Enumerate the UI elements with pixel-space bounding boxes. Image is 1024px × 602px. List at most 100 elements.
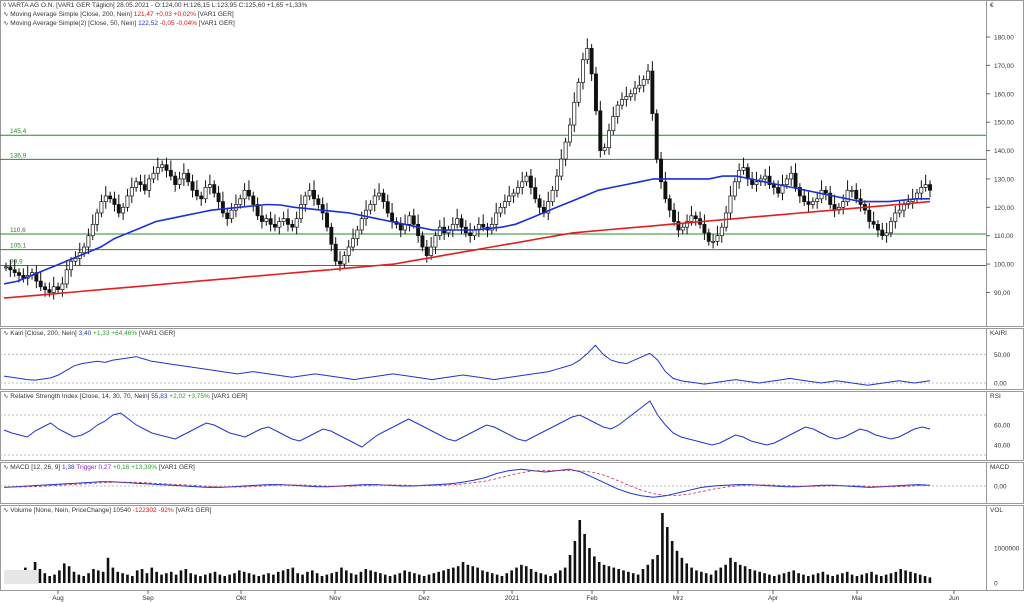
volume-bar [330,573,334,583]
watermark-logo [4,570,38,584]
candle-body [533,187,538,200]
candle-body [893,212,898,222]
volume-bar [675,550,679,583]
volume-bar [529,569,533,583]
candle-body [95,212,100,225]
candle-body [849,189,854,192]
candlestick-series [4,38,932,300]
x-tick-label: Okt [236,595,246,602]
volume-bar [870,571,873,583]
candle-body [238,198,243,205]
candle-body [455,218,460,225]
volume-bar [194,574,197,583]
candle-body [407,215,412,225]
candle-body [203,187,208,200]
candle-body [151,172,156,180]
level-label: 99,9 [10,258,23,265]
volume-bar [889,573,893,583]
candle-body [611,116,616,132]
candle-body [719,226,724,237]
kairi-header-change: +1,33 +64,46% [93,330,138,337]
x-tick-label: Feb [586,595,598,602]
candle-body [845,189,850,202]
volume-bar [92,569,95,583]
candle-body [121,206,126,214]
volume-bar [554,573,557,583]
candle-body [676,221,681,231]
candle-body [528,175,533,188]
candle-body [919,187,924,194]
volume-bar [743,566,747,583]
volume-bar [72,571,76,583]
volume-bar [729,557,732,583]
volume-bar [101,571,105,583]
volume-bar [121,573,124,583]
candle-body [194,189,199,197]
price-tick-label: 110,00 [994,233,1014,240]
ma50-header-change: -0,05 -0,04% [159,20,197,27]
candle-body [567,124,572,143]
volume-bar [500,576,504,583]
volume-bar [704,573,708,583]
volume-bar [354,574,358,583]
candle-body [537,198,542,208]
volume-bar [670,541,674,583]
ma200-header-value: 121,47 +0,03 +0,02% [133,11,196,18]
candle-body [342,255,347,265]
volume-bar [515,567,518,583]
volume-bar [845,571,849,583]
candle-body [64,269,69,285]
candle-body [741,167,746,171]
volume-bar [77,574,81,583]
volume-bar [335,571,338,583]
candle-body [99,201,104,214]
candle-body [711,241,716,243]
volume-bar [208,573,212,583]
candle-body [390,212,395,222]
candle-body [294,218,299,228]
candle-body [607,130,611,149]
volume-bar [286,569,290,583]
volume-bar [593,556,596,583]
moving-averages [3,175,931,299]
volume-header-change: -122302 -92% [132,507,174,514]
candle-body [468,232,473,237]
volume-bar [918,574,922,583]
volume-bar [238,570,241,583]
volume-bar [325,574,329,583]
volume-bar [831,576,834,583]
volume-bar [437,571,441,583]
candle-body [620,99,624,106]
volume-bar [203,574,207,583]
candle-body [507,195,512,202]
candle-body [4,266,8,269]
volume-tick-label: 1000000 [994,546,1020,553]
candle-body [628,93,633,97]
volume-bar [539,573,543,583]
volume-bar [131,576,134,583]
candle-body [867,209,872,222]
volume-bar [413,573,416,583]
volume-bar [685,563,689,583]
volume-bar [169,571,173,583]
volume-bar [432,573,436,583]
volume-bar [865,573,868,583]
candle-body [420,235,425,248]
candle-body [333,243,338,262]
price-tick-label: 130,00 [994,176,1014,183]
candle-body [364,209,369,220]
candle-body [828,192,833,205]
macd-trigger-label: Trigger [76,464,97,471]
macd-header-change: +0,16 +13,39% [112,464,158,471]
ma50-line [3,175,930,285]
volume-bar [447,569,450,583]
candle-body [659,158,663,183]
candle-body [706,232,711,242]
candle-body [168,170,173,177]
candle-body [728,195,733,214]
candle-body [251,195,256,205]
volume-bar [787,571,791,583]
volume-bar [860,574,864,583]
volume-bar [656,555,659,583]
